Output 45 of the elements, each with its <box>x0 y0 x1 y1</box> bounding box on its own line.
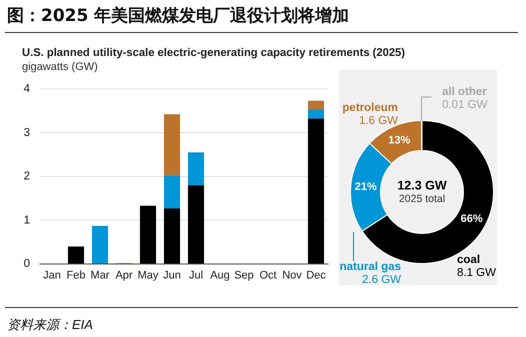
slice-label: all other <box>442 86 488 98</box>
bar <box>164 175 180 208</box>
slice-label: petroleum <box>342 102 398 114</box>
y-axis-title: gigawatts (GW) <box>22 61 98 73</box>
bar <box>308 109 324 119</box>
x-tick-label: Jan <box>43 270 61 282</box>
y-tick-label: 4 <box>24 83 31 96</box>
text: 66% <box>460 212 483 225</box>
text: 13% <box>388 134 411 146</box>
x-tick-label: Aug <box>210 270 230 282</box>
x-tick-label: Feb <box>66 270 86 282</box>
x-tick-label: Jun <box>163 270 181 282</box>
bar <box>164 114 180 176</box>
x-tick-label: Apr <box>115 270 133 282</box>
x-tick-label: Dec <box>306 270 326 282</box>
x-tick-label: May <box>138 270 159 282</box>
data-label: 1.6 GW <box>359 115 398 128</box>
x-tick-label: Mar <box>90 270 110 282</box>
bar <box>308 100 324 110</box>
data-label: 0.01 GW <box>442 99 488 112</box>
text: 21% <box>354 181 377 194</box>
bar <box>188 152 204 186</box>
x-tick-label: Sep <box>234 270 254 282</box>
slice-label: coal <box>457 254 480 266</box>
y-tick-label: 1 <box>24 214 30 226</box>
bar <box>308 118 324 264</box>
bar <box>164 208 180 264</box>
x-tick-label: Oct <box>259 270 277 282</box>
data-label: 8.1 GW <box>457 267 496 280</box>
text: 12.3 GW <box>397 178 447 192</box>
text: 2025 total <box>398 192 446 205</box>
y-tick-label: 3 <box>24 126 30 139</box>
slice-label: natural gas <box>340 261 401 274</box>
y-tick-label: 0 <box>24 258 30 270</box>
x-tick-label: Nov <box>282 270 302 282</box>
bar <box>140 206 156 264</box>
chart-subtitle: U.S. planned utility-scale electric-generating capacity retirements (2025) <box>22 47 405 59</box>
x-tick-label: Jul <box>188 270 204 282</box>
bar <box>92 226 108 264</box>
y-tick-label: 2 <box>24 170 30 183</box>
bar <box>68 246 84 264</box>
text: 资料来源：EIA <box>7 316 93 334</box>
chart-title: 图：2025 年美国燃煤发电厂退役计划将增加 <box>7 5 350 27</box>
data-label: 2.6 GW <box>362 274 402 286</box>
bar <box>188 185 204 264</box>
